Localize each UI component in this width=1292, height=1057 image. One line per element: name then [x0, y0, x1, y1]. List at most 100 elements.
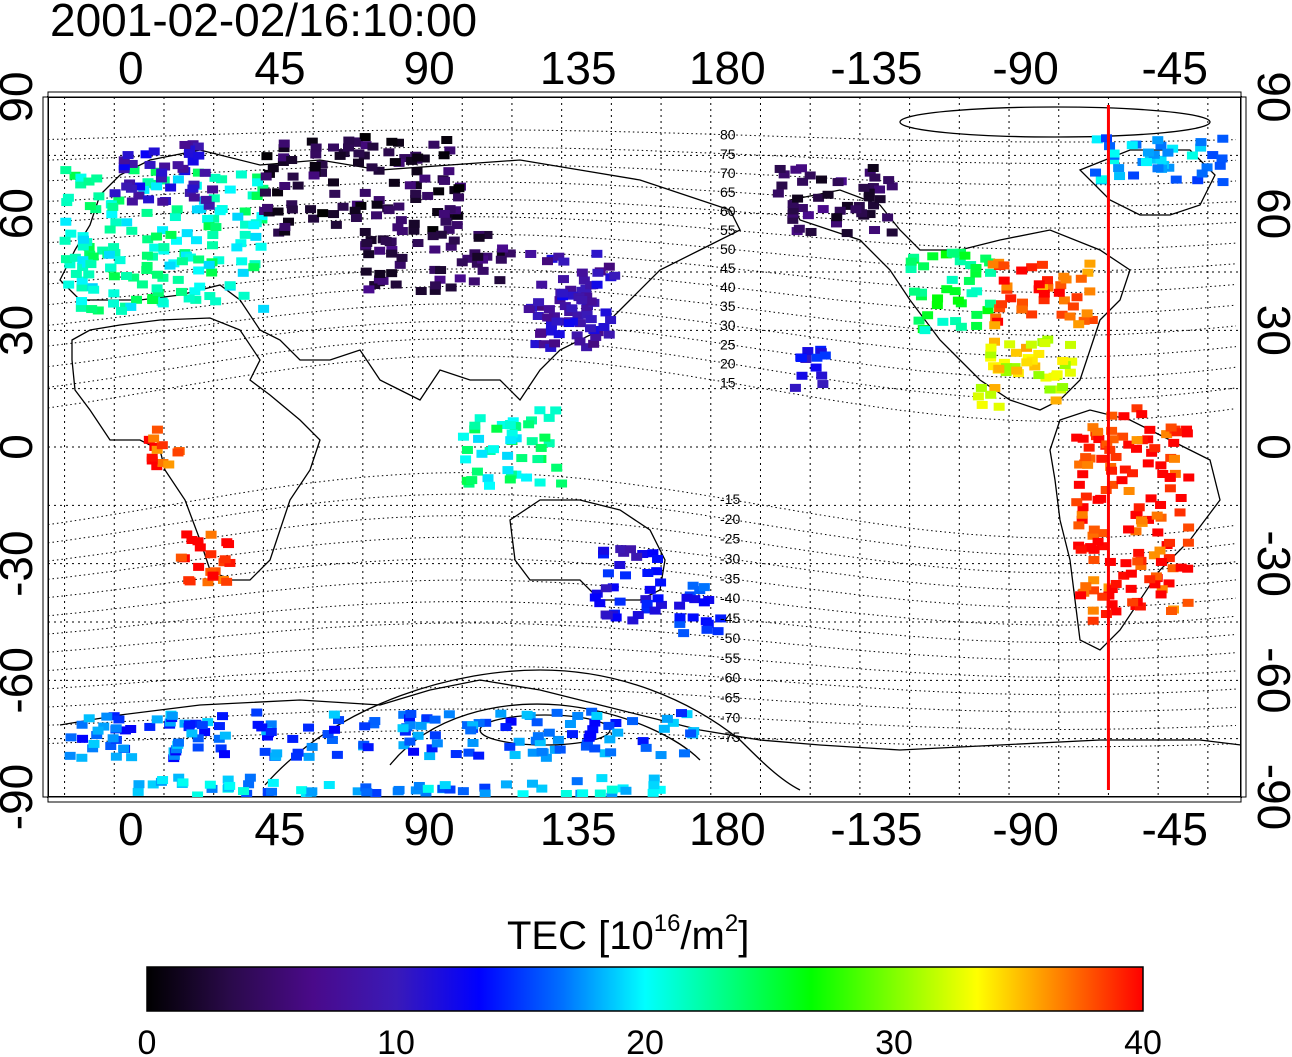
tec-cell [495, 255, 507, 264]
tec-cell [596, 774, 608, 783]
tec-cell [1010, 348, 1022, 357]
tec-cell [165, 183, 177, 192]
tec-cell [535, 329, 547, 338]
tec-cell [996, 300, 1008, 309]
tec-cell [210, 223, 222, 232]
tec-cell [698, 583, 710, 592]
tec-cell [471, 259, 483, 268]
tec-cell [476, 449, 488, 458]
tec-cell [1148, 551, 1160, 560]
tec-cell [113, 715, 125, 724]
tec-cell [600, 308, 612, 317]
tec-cell [523, 420, 535, 429]
tec-cell [649, 606, 661, 615]
tec-cell [1154, 546, 1166, 555]
tec-cell [144, 160, 156, 169]
tec-cell [388, 178, 400, 187]
tec-cell [77, 235, 89, 244]
tec-cell [1071, 293, 1083, 302]
tec-cell [640, 595, 652, 604]
tec-cell [602, 569, 614, 578]
tec-cell [328, 210, 340, 219]
tec-cell [429, 286, 441, 295]
tec-cell [152, 288, 164, 297]
tec-cell [157, 197, 169, 206]
tec-cell [882, 213, 894, 222]
tec-cell [552, 735, 564, 744]
tec-cell [371, 211, 383, 220]
tec-cell [1142, 459, 1154, 468]
tec-cell [832, 178, 844, 187]
tec-cell [202, 578, 214, 587]
tec-cell [1155, 557, 1167, 566]
tec-cell [433, 187, 445, 196]
tec-cell [259, 747, 271, 756]
tec-cell [83, 242, 95, 251]
colorbar-title-exp2: 2 [725, 910, 738, 937]
tec-cell [278, 139, 290, 148]
tec-cell [927, 252, 939, 261]
tec-cell [496, 248, 508, 257]
tec-cell [435, 266, 447, 275]
lon-label-bottom: 90 [404, 803, 455, 855]
tec-cell [1133, 548, 1145, 557]
lat-label-left: -60 [0, 647, 42, 713]
tec-cell [373, 166, 385, 175]
tec-cell [1214, 161, 1226, 170]
tec-cell [75, 173, 87, 182]
tec-cell [213, 256, 225, 265]
tec-cell [1157, 470, 1169, 479]
tec-cell [932, 294, 944, 303]
lon-label-top: 0 [118, 42, 144, 94]
tec-cell [1161, 430, 1173, 439]
tec-cell [374, 269, 386, 278]
tec-cell [126, 753, 138, 762]
tec-cell [239, 207, 251, 216]
tec-cell [687, 613, 699, 622]
tec-cell [316, 168, 328, 177]
tec-cell [207, 231, 219, 240]
tec-cell [1001, 282, 1013, 291]
tec-cell [627, 616, 639, 625]
tec-cell [265, 727, 277, 736]
tec-cell [500, 723, 512, 732]
tec-cell [1077, 434, 1089, 443]
tec-cell [224, 185, 236, 194]
tec-cell [133, 191, 145, 200]
lon-label-bottom: 45 [254, 803, 305, 855]
tec-cell [190, 236, 202, 245]
tec-cell [240, 220, 252, 229]
tec-cell [975, 383, 987, 392]
tec-cell [1095, 494, 1107, 503]
tec-cell [1087, 423, 1099, 432]
tec-cell [778, 170, 790, 179]
tec-cell [172, 161, 184, 170]
tec-cell [1055, 281, 1067, 290]
tec-cell [1033, 371, 1045, 380]
tec-cell [217, 712, 229, 721]
tec-cell [374, 246, 386, 255]
tec-cell [64, 751, 76, 760]
mlat-contour [48, 622, 1237, 661]
tec-cell [598, 322, 610, 331]
tec-cell [63, 280, 75, 289]
tec-cell [473, 434, 485, 443]
lat-label-right: 60 [1248, 188, 1292, 239]
tec-cell [566, 730, 578, 739]
tec-cell [1152, 136, 1164, 145]
tec-cell [151, 284, 163, 293]
tec-cell [1073, 541, 1085, 550]
mlat-contour [48, 730, 1237, 748]
mlat-contour [48, 146, 1237, 164]
tec-cell [612, 728, 624, 737]
colorbar-title-exp1: 16 [654, 910, 681, 937]
tec-cell [172, 738, 184, 747]
tec-cell [221, 577, 233, 586]
tec-cell [1088, 586, 1100, 595]
tec-cell [398, 710, 410, 719]
tec-cell [70, 269, 82, 278]
mlat-label: 25 [720, 336, 736, 352]
tec-cell [905, 265, 917, 274]
tec-cell [278, 144, 290, 153]
tec-cell [460, 455, 472, 464]
